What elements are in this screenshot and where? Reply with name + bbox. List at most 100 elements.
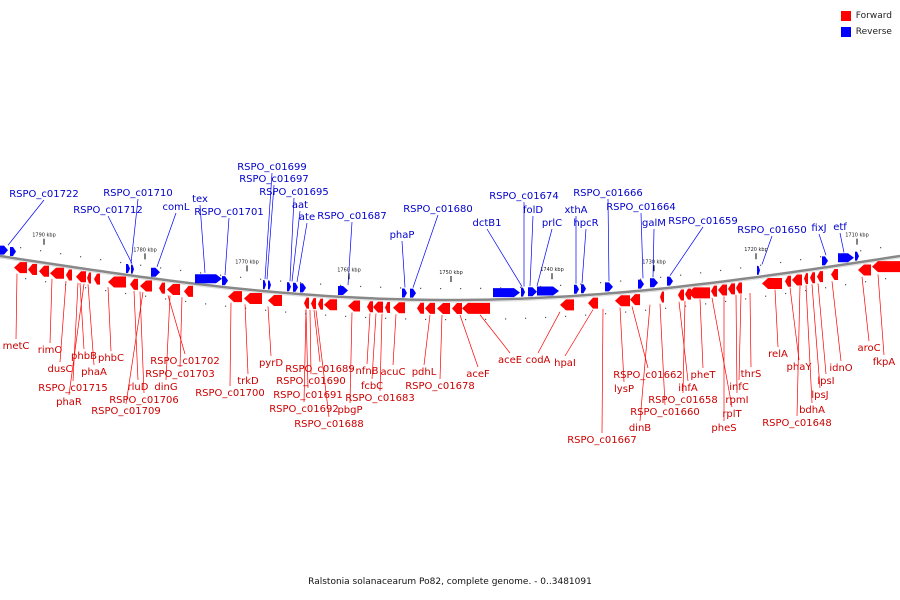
forward-gene-label: pbgP <box>337 405 362 416</box>
reverse-gene-labels: RSPO_c01722 RSPO_c01712 RSPO_c01710 comLtex… <box>7 162 847 288</box>
forward-leader-line <box>59 281 67 363</box>
forward-gene-label: RSPO_c01662 <box>613 370 683 381</box>
forward-gene-label: phbB <box>71 351 97 362</box>
tick-label: 1710 kbp <box>845 233 869 239</box>
forward-leader-line <box>659 303 666 406</box>
forward-gene <box>437 302 450 314</box>
forward-gene-label: ihfA <box>678 383 698 394</box>
minor-tick-below <box>105 290 107 292</box>
minor-tick-above <box>840 253 842 255</box>
minor-tick-above <box>400 287 402 289</box>
minor-tick-above <box>620 280 622 282</box>
forward-gene-label: relA <box>768 349 788 360</box>
minor-tick-above <box>660 276 662 278</box>
forward-gene <box>184 285 193 297</box>
forward-gene-label: dusC <box>48 364 73 375</box>
forward-gene <box>94 273 100 285</box>
minor-tick-below <box>125 292 127 295</box>
minor-tick-above <box>240 276 242 278</box>
forward-swatch <box>840 11 851 21</box>
forward-leader-line <box>107 287 112 352</box>
reverse-gene <box>757 265 760 275</box>
forward-gene-label: phaR <box>56 397 82 408</box>
forward-gene <box>66 269 72 281</box>
reverse-leader-line <box>296 222 308 282</box>
forward-gene-label: aroC <box>857 343 880 354</box>
minor-tick-above <box>760 264 762 266</box>
reverse-gene-label: RSPO_c01722 <box>9 189 79 200</box>
forward-gene-label: codA <box>526 355 551 366</box>
reverse-gene <box>268 280 271 290</box>
forward-gene <box>348 300 360 312</box>
forward-gene <box>324 299 337 311</box>
forward-gene-label: RSPO_c01702 <box>150 356 220 367</box>
forward-gene <box>393 302 405 314</box>
forward-gene-label: RSPO_c01658 <box>648 395 718 406</box>
reverse-gene <box>195 274 222 284</box>
reverse-gene <box>822 256 828 266</box>
forward-gene-label: nfnB <box>355 366 378 377</box>
minor-tick-above <box>140 264 142 266</box>
minor-tick-below <box>705 303 707 305</box>
forward-gene-label: bdhA <box>799 405 825 416</box>
forward-leader-line <box>305 309 309 389</box>
forward-gene-label: RSPO_c01690 <box>276 376 346 387</box>
minor-tick-below <box>345 315 347 317</box>
minor-tick-below <box>805 290 807 292</box>
minor-tick-below <box>165 298 167 300</box>
forward-gene <box>630 294 640 306</box>
minor-tick-below <box>365 316 367 319</box>
legend-forward-label: Forward <box>855 11 892 21</box>
reverse-gene-label: RSPO_c01666 <box>573 188 643 199</box>
reverse-leader-line <box>199 204 206 273</box>
reverse-gene-label: RSPO_c01699 <box>237 162 307 173</box>
minor-tick-above <box>280 280 282 282</box>
forward-leader-line <box>267 306 272 357</box>
reverse-leader-line <box>289 197 295 282</box>
forward-leader-line <box>87 284 95 366</box>
tick-label: 1780 kbp <box>133 247 157 253</box>
forward-gene-label: phbC <box>98 353 124 364</box>
minor-tick-above <box>260 278 262 280</box>
minor-tick-below <box>185 300 187 303</box>
reverse-gene-label: RSPO_c01664 <box>606 202 676 213</box>
forward-leader-line <box>15 273 18 340</box>
minor-tick-above <box>180 269 182 272</box>
reverse-gene-label: folD <box>523 205 543 216</box>
forward-leader-line <box>861 276 870 342</box>
minor-tick-below <box>225 305 227 307</box>
forward-gene <box>452 302 462 314</box>
reverse-gene-label: hpcR <box>573 218 598 229</box>
forward-gene-label: acuC <box>381 367 406 378</box>
forward-gene <box>140 280 152 292</box>
reverse-gene-label: xthA <box>564 205 587 216</box>
reverse-gene <box>222 276 228 286</box>
forward-leader-line <box>537 311 561 354</box>
genome-backbone <box>0 254 900 302</box>
strand-legend: Forward Reverse <box>840 8 892 40</box>
forward-gene <box>130 278 138 290</box>
reverse-gene <box>855 251 859 261</box>
forward-gene-label: dinB <box>629 423 651 434</box>
forward-gene-label: infC <box>729 382 749 393</box>
forward-leader-line <box>165 295 171 381</box>
forward-gene <box>417 302 424 314</box>
minor-tick-above <box>480 287 482 289</box>
reverse-gene-label: RSPO_c01687 <box>317 211 387 222</box>
minor-tick-above <box>500 287 502 289</box>
minor-tick-below <box>385 317 387 319</box>
reverse-gene-label: RSPO_c01701 <box>194 207 264 218</box>
forward-gene-label: RSPO_c01667 <box>567 435 637 446</box>
reverse-strand-genes <box>0 245 859 298</box>
minor-tick-below <box>485 318 487 320</box>
reverse-gene <box>402 288 407 298</box>
reverse-leader-line <box>7 199 45 246</box>
minor-tick-below <box>665 307 667 309</box>
forward-gene-label: RSPO_c01691 <box>273 390 343 401</box>
reverse-gene <box>410 288 416 298</box>
forward-leader-line <box>229 302 232 387</box>
reverse-gene <box>638 279 644 289</box>
forward-gene <box>311 298 316 310</box>
tick-label: 1730 kbp <box>642 259 666 265</box>
minor-tick-above <box>720 269 722 272</box>
